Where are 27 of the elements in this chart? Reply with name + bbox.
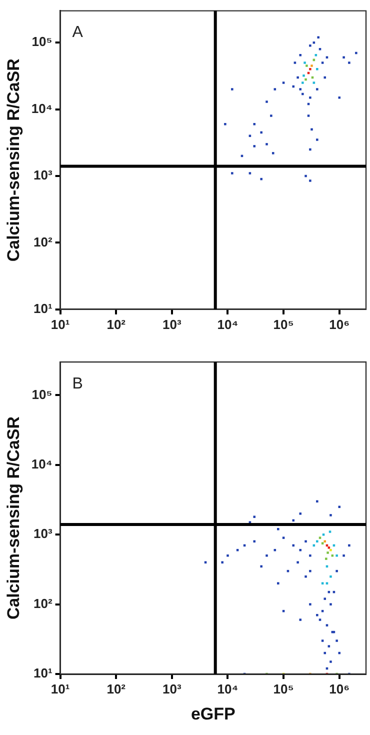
- y-tick-label: 10²: [33, 234, 53, 250]
- y-axis-title: Calcium-sensing R/CaSR: [4, 416, 23, 620]
- y-tick-label: 10⁵: [32, 386, 52, 402]
- annotation: B: [72, 375, 83, 392]
- y-tick-label: 10²: [33, 596, 53, 611]
- x-tick-label: 10²: [106, 316, 126, 332]
- x-tick-label: 10³: [162, 316, 182, 332]
- x-tick-label: 10¹: [50, 316, 70, 332]
- y-tick-label: 10⁵: [32, 34, 52, 50]
- x-tick-label: 10⁶: [329, 316, 350, 332]
- y-tick-label: 10⁴: [31, 456, 52, 472]
- y-tick-label: 10¹: [33, 666, 52, 681]
- y-tick-label: 10³: [33, 526, 53, 542]
- y-axis-title: Calcium-sensing R/CaSR: [4, 58, 23, 262]
- y-tick-label: 10¹: [33, 300, 52, 316]
- x-tick-label: 10⁴: [217, 681, 238, 696]
- x-tick-label: 10¹: [50, 681, 70, 696]
- x-tick-label: 10³: [162, 681, 182, 696]
- y-tick-label: 10⁴: [31, 100, 52, 116]
- x-axis-title: eGFP: [190, 704, 236, 724]
- annotation: A: [72, 24, 84, 42]
- x-tick-label: 10⁵: [273, 681, 294, 696]
- x-tick-label: 10⁶: [329, 681, 350, 696]
- x-tick-label: 10⁵: [273, 316, 294, 332]
- y-tick-label: 10³: [33, 168, 53, 183]
- x-tick-label: 10⁴: [217, 316, 238, 332]
- x-tick-label: 10²: [106, 681, 126, 696]
